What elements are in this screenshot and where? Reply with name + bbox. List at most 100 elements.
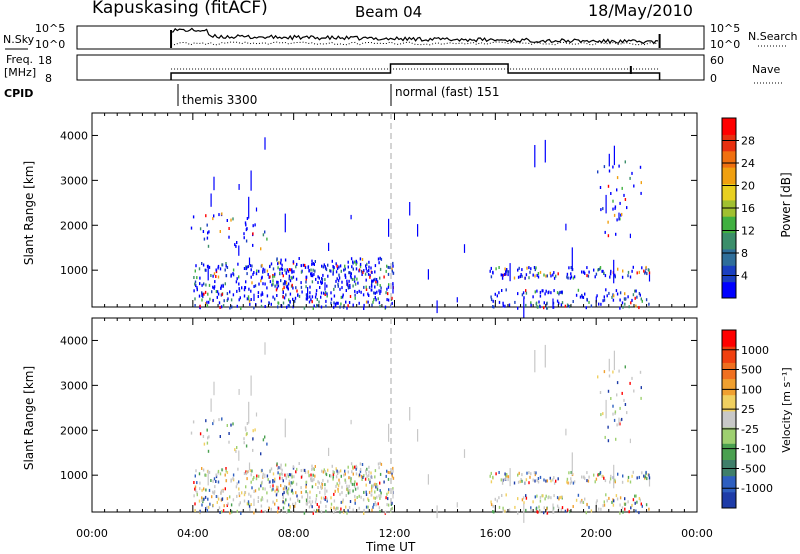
data-cell <box>545 274 547 278</box>
data-cell <box>305 485 307 489</box>
data-cell <box>603 298 606 302</box>
data-cell <box>496 294 498 298</box>
data-cell <box>311 500 314 504</box>
data-cell <box>365 490 367 494</box>
data-cell <box>292 491 294 495</box>
data-cell <box>347 286 350 290</box>
data-cell <box>212 217 214 221</box>
data-cell <box>296 289 298 293</box>
data-cell <box>251 486 253 490</box>
data-cell <box>599 186 602 189</box>
data-cell <box>500 273 502 277</box>
data-cell <box>616 218 618 222</box>
colorbar-tick-label: 100 <box>741 383 762 396</box>
data-cell <box>379 256 381 260</box>
data-cell <box>326 497 328 501</box>
data-cell <box>201 293 203 297</box>
data-cell <box>558 497 560 501</box>
data-cell <box>505 477 507 481</box>
data-cell <box>602 474 604 478</box>
data-cell <box>274 477 276 481</box>
data-cell <box>619 291 622 295</box>
data-cell <box>241 491 243 495</box>
data-cell <box>539 495 542 499</box>
data-cell <box>517 275 520 279</box>
data-cell <box>590 304 593 308</box>
data-cell <box>244 286 246 289</box>
data-cell <box>630 506 632 510</box>
data-cell <box>609 272 612 276</box>
data-cell <box>529 475 531 479</box>
data-cell <box>282 500 284 504</box>
data-cell <box>274 272 276 276</box>
data-cell <box>355 259 357 263</box>
data-cell <box>247 470 249 474</box>
data-cell <box>505 493 507 497</box>
data-cell <box>342 510 345 514</box>
data-cell <box>195 284 197 288</box>
data-cell <box>276 286 278 290</box>
data-cell <box>224 282 226 286</box>
data-cell <box>260 504 263 508</box>
data-cell <box>210 479 212 482</box>
data-cell <box>605 493 607 497</box>
data-cell <box>321 264 323 268</box>
data-cell <box>608 358 610 372</box>
colorbar-tick-label: 1000 <box>741 344 769 357</box>
data-cell <box>333 492 335 496</box>
data-cell <box>597 375 599 379</box>
data-cell <box>521 293 524 297</box>
data-cell <box>524 481 526 485</box>
data-cell <box>349 491 351 494</box>
data-cell <box>220 286 222 290</box>
data-cell <box>222 489 224 493</box>
data-cell <box>359 262 362 266</box>
data-cell <box>311 505 313 509</box>
data-cell <box>372 300 374 304</box>
data-cell <box>255 412 258 417</box>
data-cell <box>348 484 350 488</box>
data-cell <box>288 482 290 486</box>
colorbar-swatch <box>722 394 736 412</box>
data-cell <box>579 500 582 504</box>
data-cell <box>261 275 263 279</box>
data-cell <box>268 301 270 305</box>
data-cell <box>530 506 532 510</box>
data-cell <box>201 298 203 302</box>
data-cell <box>544 139 546 163</box>
colorbar-swatch <box>722 330 736 347</box>
data-cell <box>325 299 327 303</box>
data-cell <box>347 265 349 269</box>
data-cell <box>374 277 376 281</box>
data-cell <box>604 274 607 278</box>
data-cell <box>302 468 305 472</box>
data-cell <box>633 184 635 188</box>
data-cell <box>372 505 374 509</box>
data-cell <box>315 494 318 498</box>
data-cell <box>250 275 252 279</box>
data-cell <box>427 269 429 280</box>
data-cell <box>375 280 377 284</box>
data-cell <box>547 496 549 500</box>
data-cell <box>537 477 540 480</box>
data-cell <box>377 502 379 506</box>
data-cell <box>292 297 294 301</box>
data-cell <box>212 479 214 483</box>
data-cell <box>264 473 266 479</box>
data-cell <box>196 481 198 485</box>
data-cell <box>274 284 276 288</box>
data-cell <box>250 494 252 498</box>
data-cell <box>281 267 284 271</box>
data-cell <box>532 478 534 482</box>
data-cell <box>340 269 342 273</box>
data-cell <box>371 271 373 274</box>
data-cell <box>230 479 232 483</box>
data-cell <box>277 305 279 309</box>
data-cell <box>206 428 208 432</box>
data-cell <box>267 273 269 276</box>
data-cell <box>349 283 351 287</box>
data-cell <box>599 471 602 474</box>
data-cell <box>379 304 381 308</box>
data-cell <box>624 497 626 501</box>
data-cell <box>314 260 316 263</box>
